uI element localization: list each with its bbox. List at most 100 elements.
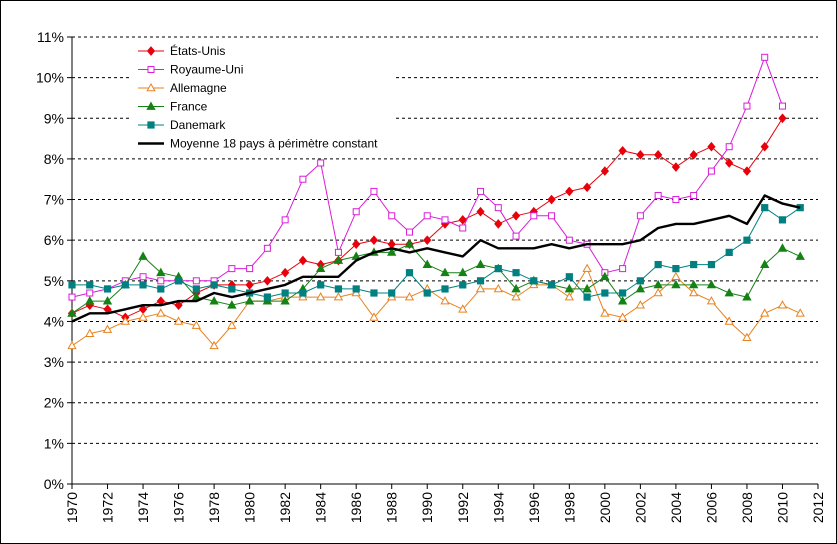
data-point <box>298 255 308 266</box>
data-point <box>209 340 219 350</box>
data-point <box>68 293 76 301</box>
data-point <box>102 324 113 333</box>
x-tick-label: 2002 <box>632 492 648 523</box>
data-point <box>547 194 556 205</box>
data-point <box>422 259 432 268</box>
data-point <box>173 316 184 325</box>
data-point <box>174 277 183 285</box>
data-point <box>85 328 95 337</box>
x-tick-label: 2012 <box>810 492 826 523</box>
data-point <box>245 280 254 290</box>
data-point <box>209 296 219 305</box>
x-tick-label: 2008 <box>739 492 755 523</box>
x-tick-label: 1980 <box>242 492 258 523</box>
data-point <box>761 53 769 61</box>
data-point <box>102 296 113 305</box>
x-tick-label: 1976 <box>171 492 187 523</box>
x-tick-label: 1982 <box>277 492 293 523</box>
data-point <box>690 191 698 199</box>
series-4 <box>68 204 804 301</box>
data-point <box>192 277 200 285</box>
data-point <box>760 141 769 152</box>
data-point <box>778 102 786 110</box>
data-point <box>263 244 271 252</box>
data-point <box>617 312 628 321</box>
axes <box>67 36 819 489</box>
data-point <box>352 239 361 250</box>
data-point <box>315 263 326 273</box>
legend-background <box>132 39 394 158</box>
data-point <box>86 289 94 297</box>
data-point <box>227 320 237 329</box>
data-point <box>121 281 129 289</box>
data-point <box>707 141 716 152</box>
data-point <box>352 208 360 216</box>
legend-entry: Danemark <box>138 118 226 132</box>
legend-marker <box>146 46 156 56</box>
data-point <box>778 216 787 224</box>
data-point <box>707 260 716 269</box>
data-point <box>281 216 289 224</box>
y-tick-label: 5% <box>44 273 64 289</box>
data-point <box>246 265 254 273</box>
x-tick-label: 1986 <box>348 492 364 523</box>
x-tick-labels: 1970 1972 1974 1976 1978 1980 1982 1984 1986 1988… <box>64 492 826 523</box>
data-point <box>138 312 148 321</box>
data-point <box>547 281 556 289</box>
legend-label: Allemagne <box>170 81 227 95</box>
data-point <box>761 204 769 212</box>
data-point <box>388 289 396 297</box>
data-point <box>724 316 734 325</box>
data-point <box>316 292 326 301</box>
data-point <box>67 308 77 317</box>
data-point <box>511 210 521 221</box>
x-tick-label: 1984 <box>313 492 329 523</box>
data-point <box>459 224 467 232</box>
y-tick-label: 6% <box>44 232 64 248</box>
legend-label: Danemark <box>170 118 226 132</box>
data-point <box>618 145 627 156</box>
data-point <box>138 251 148 260</box>
data-point <box>689 287 699 297</box>
x-tick-label: 1988 <box>384 492 400 523</box>
x-tick-label: 1970 <box>64 492 80 523</box>
data-point <box>565 186 574 197</box>
data-point <box>317 281 325 289</box>
x-tick-label: 2006 <box>703 492 719 523</box>
data-point <box>565 273 573 281</box>
data-point <box>653 279 663 289</box>
data-point <box>619 265 627 273</box>
data-point <box>440 296 450 305</box>
data-point <box>635 283 646 293</box>
legend-label: Royaume-Uni <box>170 63 243 77</box>
y-tick-labels: 0% 1% 2% 3% 4% 5% 6% 7% 8% 9% 10% 11% <box>36 29 64 492</box>
data-point <box>227 300 237 309</box>
data-point <box>636 277 644 285</box>
data-point <box>512 269 520 277</box>
data-point <box>636 150 645 160</box>
data-point <box>334 248 342 256</box>
x-tick-label: 1972 <box>100 492 116 523</box>
data-point <box>370 187 378 195</box>
data-point <box>494 265 502 273</box>
data-point <box>671 162 681 172</box>
data-point <box>777 243 788 252</box>
data-point <box>423 212 431 220</box>
data-point <box>299 175 307 183</box>
data-point <box>156 308 166 317</box>
data-point <box>139 281 147 289</box>
data-point <box>512 232 520 240</box>
data-point <box>475 259 486 268</box>
data-point <box>760 308 770 317</box>
x-tick-label: 2000 <box>597 492 613 523</box>
data-point <box>369 235 379 245</box>
series-line <box>71 243 801 314</box>
data-point <box>263 293 271 301</box>
x-tick-label: 1974 <box>135 492 151 523</box>
data-point <box>458 304 468 313</box>
data-point <box>459 281 467 289</box>
data-point <box>636 212 644 220</box>
data-point <box>67 340 77 350</box>
y-tick-label: 9% <box>44 110 64 126</box>
y-tick-label: 7% <box>44 192 64 208</box>
